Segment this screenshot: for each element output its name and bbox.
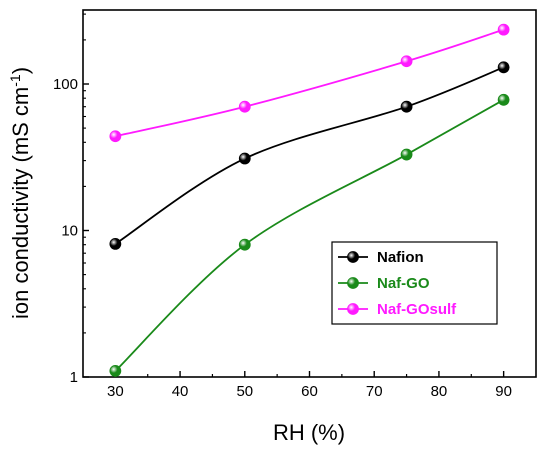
data-point-naf-gosulf bbox=[497, 23, 510, 36]
x-axis-title: RH (%) bbox=[273, 420, 345, 445]
data-point-nafion bbox=[109, 238, 122, 250]
data-point-naf-gosulf bbox=[400, 55, 413, 68]
y-axis-title-close: ) bbox=[8, 67, 33, 74]
data-point-naf-gosulf bbox=[238, 100, 251, 113]
x-tick-label: 40 bbox=[172, 383, 189, 400]
data-point-naf-go bbox=[400, 148, 413, 161]
data-point-nafion bbox=[238, 152, 251, 165]
x-tick-label: 60 bbox=[301, 383, 318, 400]
legend-marker bbox=[347, 303, 359, 315]
legend: Nafion Naf-GO Naf-GOsulf bbox=[331, 241, 498, 325]
x-tick-label: 30 bbox=[107, 383, 124, 400]
data-point-nafion bbox=[497, 61, 510, 74]
x-axis-ticks: 30 40 50 60 70 80 90 bbox=[107, 371, 512, 400]
y-axis-ticks: 1 10 100 bbox=[53, 13, 89, 386]
y-axis-title: ion conductivity (mS cm-1) bbox=[7, 67, 33, 319]
data-point-naf-go bbox=[238, 238, 251, 251]
x-tick-label: 70 bbox=[366, 383, 383, 400]
legend-label: Naf-GO bbox=[377, 275, 430, 292]
legend-marker bbox=[347, 277, 359, 289]
series-line-naf-gosulf bbox=[115, 28, 504, 138]
y-tick-label: 100 bbox=[53, 76, 78, 93]
legend-label: Naf-GOsulf bbox=[377, 301, 457, 318]
y-tick-label: 1 bbox=[70, 369, 78, 386]
series-layer bbox=[109, 23, 510, 377]
x-tick-label: 50 bbox=[236, 383, 253, 400]
y-tick-label: 10 bbox=[61, 223, 78, 240]
y-axis-title-main: ion conductivity (mS cm bbox=[8, 87, 33, 319]
data-point-naf-gosulf bbox=[109, 130, 122, 143]
x-tick-label: 90 bbox=[495, 383, 512, 400]
y-axis-title-sup: -1 bbox=[7, 74, 23, 87]
data-point-naf-go bbox=[497, 93, 510, 106]
series-line-naf-go bbox=[114, 99, 505, 372]
legend-marker bbox=[347, 251, 359, 263]
x-tick-label: 80 bbox=[431, 383, 448, 400]
legend-label: Nafion bbox=[377, 249, 424, 266]
series-line-nafion bbox=[114, 66, 504, 245]
data-point-naf-go bbox=[109, 365, 122, 377]
data-point-nafion bbox=[400, 100, 413, 113]
